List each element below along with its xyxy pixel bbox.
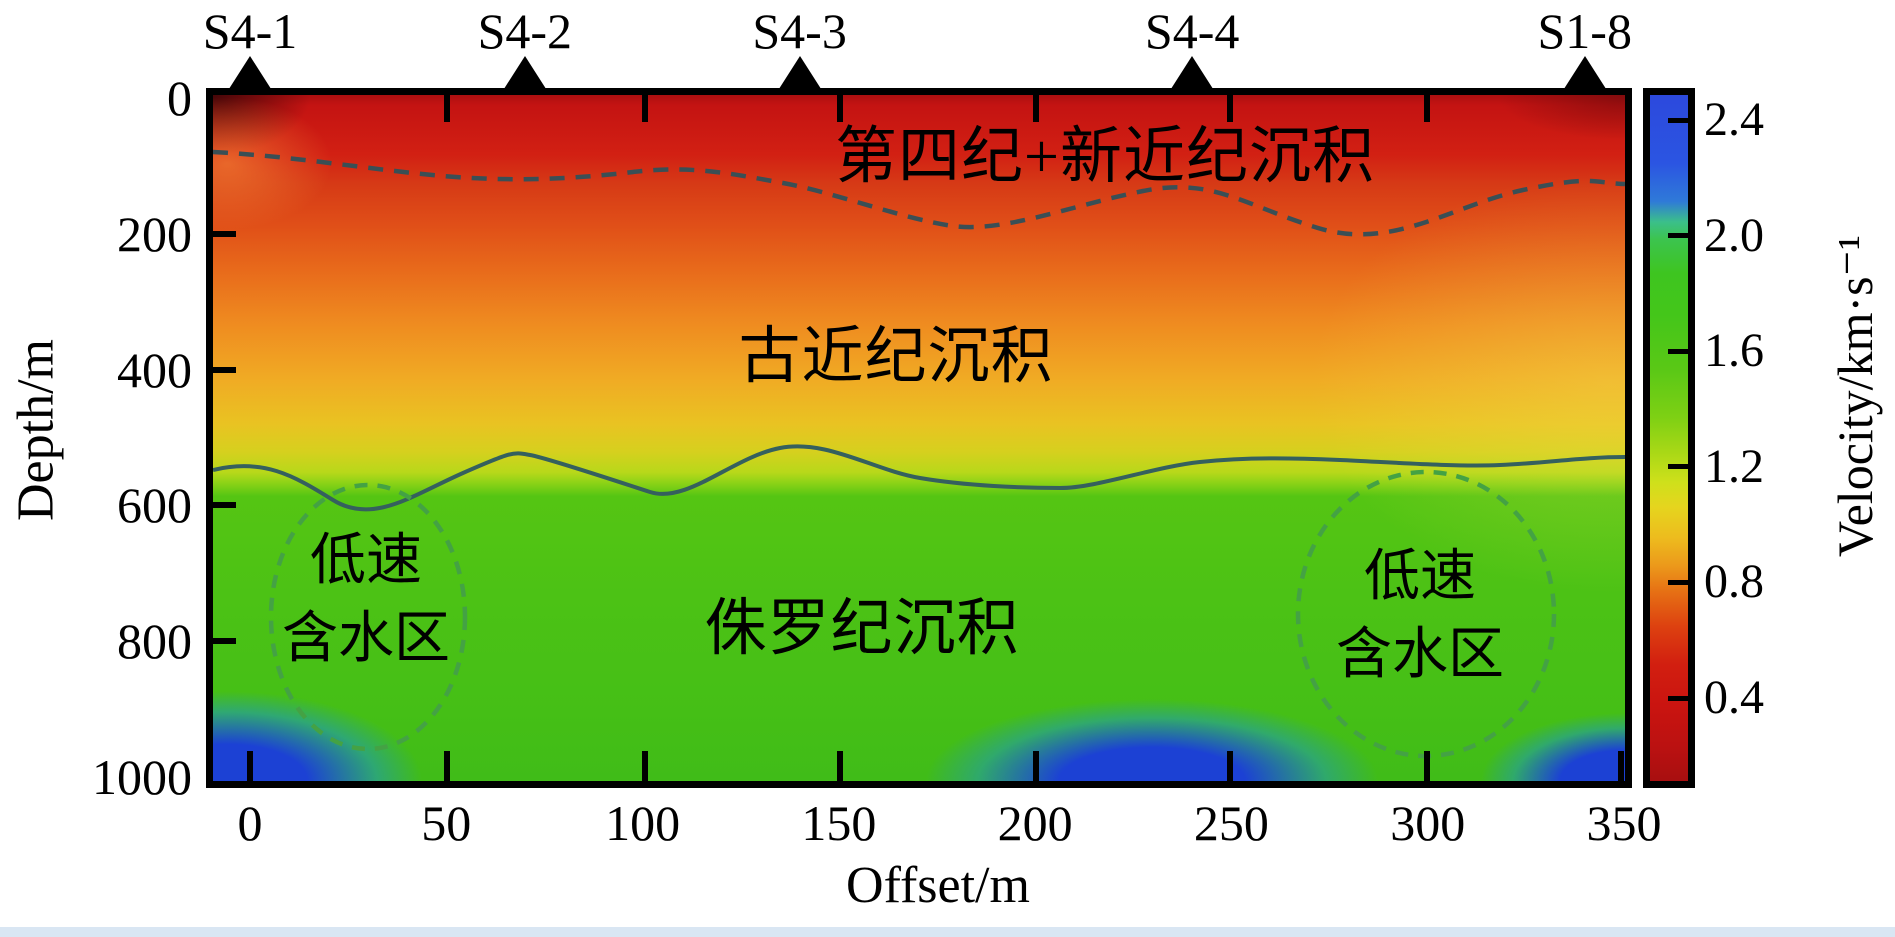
station-label-S1-8: S1-8 [1537,3,1632,59]
colorbar-tick-2.4: 2.4 [1704,93,1764,146]
boundary-solid-paleogene-jurassic [213,444,1625,512]
station-triangle-S4-4 [1169,56,1216,92]
label-jurassic: 侏罗纪沉积 [704,595,1020,663]
y-tick-600: 600 [117,477,192,534]
label-low-velocity-right: 低速 含水区 [1336,538,1504,694]
x-tick-150: 150 [801,795,877,851]
colorbar-tick-1.6: 1.6 [1704,324,1764,378]
station-label-S4-3: S4-3 [752,3,847,59]
station-triangle-S1-8 [1561,56,1608,92]
x-tick-200: 200 [997,795,1073,851]
bottom-axis-ticks [247,751,1624,781]
colorbar-tickbar-0.8 [1668,579,1688,585]
station-triangle-S4-3 [776,56,823,92]
x-tick-100: 100 [605,795,681,851]
plot-area: 第四纪+新近纪沉积 古近纪沉积 侏罗纪沉积 低速 含水区 低速 含水区 [206,88,1632,788]
y-tick-0: 0 [167,70,192,126]
y-tick-800: 800 [117,613,192,670]
x-axis-title: Offset/m [846,857,1030,914]
colorbar-tickbar-1.2 [1668,464,1688,470]
colorbar-gradient [1650,95,1688,781]
low-velocity-zone-ellipse-left [268,482,468,752]
station-label-S4-4: S4-4 [1144,3,1240,59]
left-axis-ticks [213,231,236,644]
station-label-S4-2: S4-2 [477,3,573,59]
y-tick-200: 200 [117,205,192,262]
colorbar-title: Velocity/km·s⁻¹ [1827,235,1883,557]
x-tick-50: 50 [421,795,472,851]
colorbar-tick-1.2: 1.2 [1704,439,1764,493]
y-tick-1000: 1000 [92,749,192,805]
y-tick-400: 400 [117,341,192,398]
station-triangle-S4-2 [501,56,548,92]
plot-overlay [213,95,1625,781]
x-tick-0: 0 [237,795,263,851]
colorbar-tickbar-2.4 [1668,117,1688,123]
boundary-dashed-quaternary-paleogene [213,149,1625,237]
bottom-edge-strip [0,927,1895,937]
station-triangle-S4-1 [227,56,273,92]
colorbar-tickbar-1.6 [1668,348,1688,354]
label-low-velocity-right-line1: 低速 [1364,546,1476,608]
label-quaternary-neogene: 第四纪+新近纪沉积 [835,123,1375,191]
x-tick-350: 350 [1586,795,1662,851]
y-axis-title: Depth/m [7,339,65,521]
x-tick-250: 250 [1193,795,1269,851]
colorbar-tickbar-2.0 [1668,233,1688,239]
label-low-velocity-left-line1: 低速 [310,530,422,592]
x-tick-300: 300 [1390,795,1466,851]
colorbar-tick-2.0: 2.0 [1704,208,1764,262]
colorbar-tickbar-0.4 [1668,695,1688,701]
colorbar [1643,88,1695,788]
station-label-S4-1: S4-1 [202,3,298,59]
top-axis-ticks [444,95,1430,122]
label-paleogene: 古近纪沉积 [738,323,1054,391]
label-low-velocity-right-line2: 含水区 [1336,624,1504,686]
velocity-heatmap [213,95,1625,781]
colorbar-tick-0.8: 0.8 [1704,555,1764,609]
colorbar-tick-0.4: 0.4 [1704,671,1764,724]
label-low-velocity-left-line2: 含水区 [282,608,450,670]
label-low-velocity-left: 低速 含水区 [282,522,450,678]
